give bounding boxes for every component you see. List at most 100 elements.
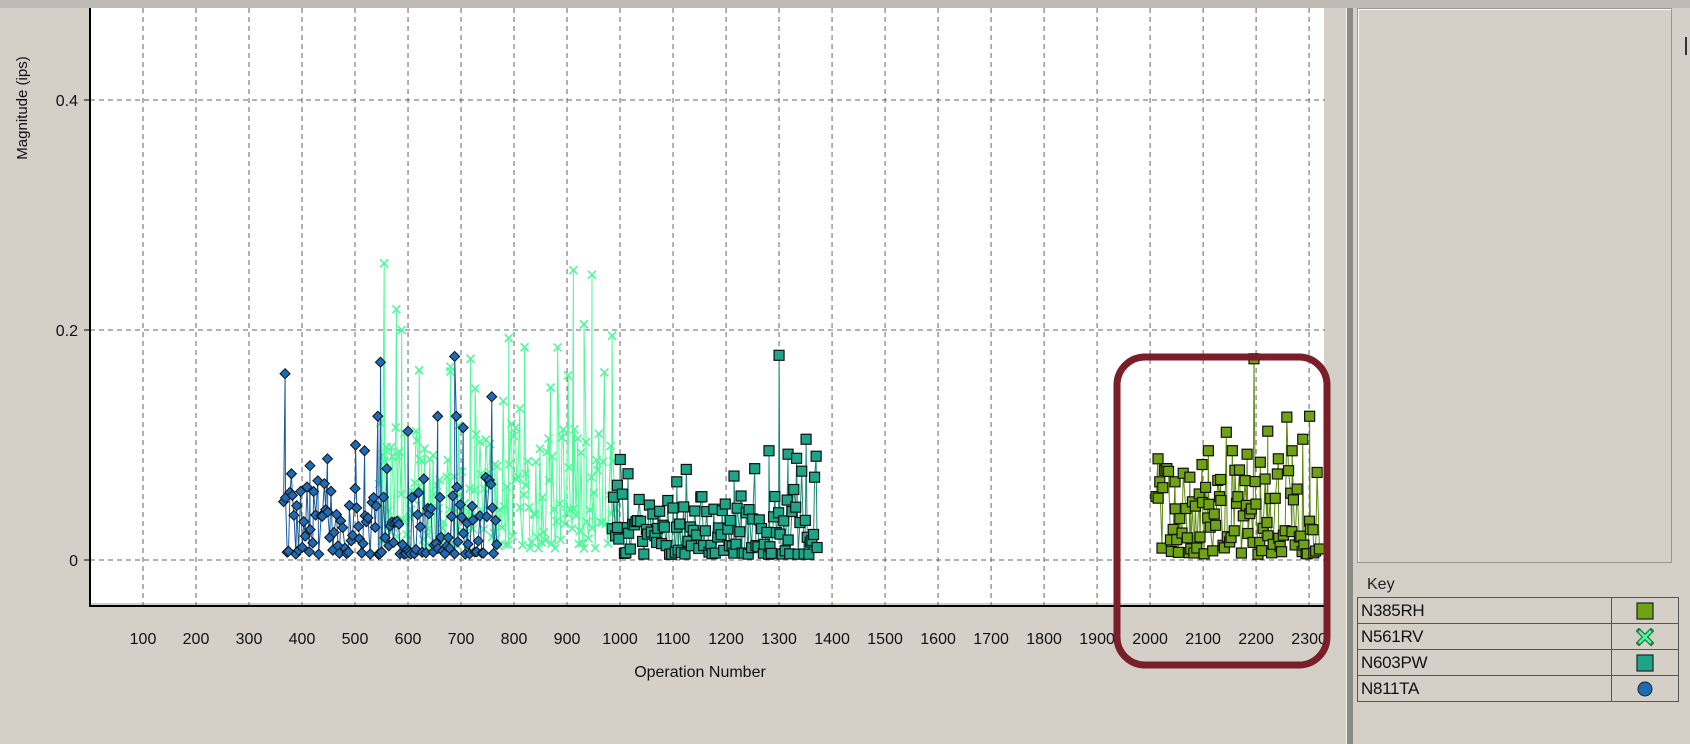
data-point xyxy=(568,265,578,275)
data-point xyxy=(411,426,421,436)
data-point xyxy=(450,410,462,422)
data-point xyxy=(680,463,692,476)
data-point xyxy=(743,503,755,516)
data-point xyxy=(524,502,534,512)
data-point xyxy=(607,331,617,341)
data-point xyxy=(434,503,444,513)
data-point xyxy=(1207,545,1219,557)
data-point xyxy=(569,424,580,435)
data-point xyxy=(487,547,500,560)
data-point xyxy=(489,514,502,527)
data-point xyxy=(414,482,424,492)
data-point xyxy=(696,491,708,503)
data-point xyxy=(282,545,295,557)
data-point xyxy=(391,304,401,314)
data-point xyxy=(471,429,481,439)
data-point xyxy=(504,333,514,343)
key-row-n385rh[interactable]: N385RH xyxy=(1357,597,1679,624)
square-marker-icon xyxy=(1611,649,1679,676)
data-point xyxy=(466,354,476,364)
key-label: N603PW xyxy=(1357,649,1612,676)
data-point xyxy=(1172,546,1184,558)
data-point xyxy=(477,547,490,559)
data-point xyxy=(1203,498,1215,510)
data-point xyxy=(1215,494,1227,507)
data-point xyxy=(539,527,549,537)
x-tick-label: 2300 xyxy=(1291,631,1327,648)
data-point xyxy=(364,548,376,560)
x-tick-label: 300 xyxy=(236,631,263,648)
data-point xyxy=(474,510,486,522)
data-point xyxy=(312,548,325,560)
data-point xyxy=(307,485,320,498)
square-marker-icon xyxy=(1611,597,1679,624)
data-point xyxy=(321,506,334,518)
data-point xyxy=(1226,445,1238,457)
data-point xyxy=(1228,525,1240,537)
data-point xyxy=(671,476,683,488)
data-point xyxy=(579,319,589,329)
data-point xyxy=(412,487,425,499)
data-point xyxy=(469,485,479,495)
data-point xyxy=(517,540,528,550)
x-tick-label: 2000 xyxy=(1132,631,1168,648)
data-point xyxy=(419,444,430,454)
data-point xyxy=(599,367,609,378)
data-point xyxy=(592,455,602,465)
data-point xyxy=(546,538,556,548)
data-point xyxy=(457,467,467,477)
data-point xyxy=(749,463,761,475)
data-point xyxy=(799,514,811,527)
key-row-n603pw[interactable]: N603PW xyxy=(1357,649,1679,676)
data-point xyxy=(512,474,522,484)
data-point xyxy=(504,459,514,469)
data-point xyxy=(465,483,475,494)
x-tick-label: 1300 xyxy=(761,631,797,648)
data-point xyxy=(352,520,365,533)
x-tick-label: 600 xyxy=(395,631,422,648)
data-point xyxy=(790,452,803,464)
data-point xyxy=(303,546,315,558)
data-point xyxy=(472,535,484,547)
data-point xyxy=(397,325,407,335)
key-row-n811ta[interactable]: N811TA xyxy=(1357,675,1679,702)
data-point xyxy=(560,519,570,529)
data-point xyxy=(1297,433,1309,445)
y-axis-title: Magnitude (ips) xyxy=(14,56,31,159)
data-point xyxy=(372,410,384,422)
data-point xyxy=(497,522,507,533)
data-point xyxy=(486,502,499,514)
data-point xyxy=(811,541,823,554)
data-point xyxy=(1249,475,1261,488)
data-point xyxy=(467,514,479,526)
data-point xyxy=(452,536,464,548)
data-point xyxy=(616,488,629,500)
data-point xyxy=(1286,445,1298,457)
panel-splitter[interactable] xyxy=(1346,8,1353,744)
x-tick-label: 800 xyxy=(501,631,528,648)
data-point xyxy=(547,451,557,461)
data-point xyxy=(448,350,461,363)
data-point xyxy=(579,543,589,554)
key-row-n561rv[interactable]: N561RV xyxy=(1357,623,1679,650)
x-tick-label: 1900 xyxy=(1079,631,1115,648)
data-point xyxy=(587,270,597,280)
data-point xyxy=(454,499,466,511)
data-point xyxy=(486,390,498,403)
data-point xyxy=(515,404,525,414)
data-point xyxy=(367,491,380,504)
data-point xyxy=(498,396,508,406)
data-point xyxy=(633,493,645,506)
x-tick-label: 1400 xyxy=(814,631,850,648)
data-point xyxy=(513,472,523,482)
x-tick-label: 1500 xyxy=(867,631,903,648)
data-point xyxy=(576,448,586,458)
data-point xyxy=(1307,524,1319,536)
data-point xyxy=(1269,492,1281,504)
data-point xyxy=(350,502,363,514)
data-point xyxy=(286,489,299,502)
data-point xyxy=(525,543,535,553)
key-table: N385RH N561RV N603PW N811TA xyxy=(1357,597,1679,702)
data-point xyxy=(342,546,355,558)
data-point xyxy=(394,447,404,457)
